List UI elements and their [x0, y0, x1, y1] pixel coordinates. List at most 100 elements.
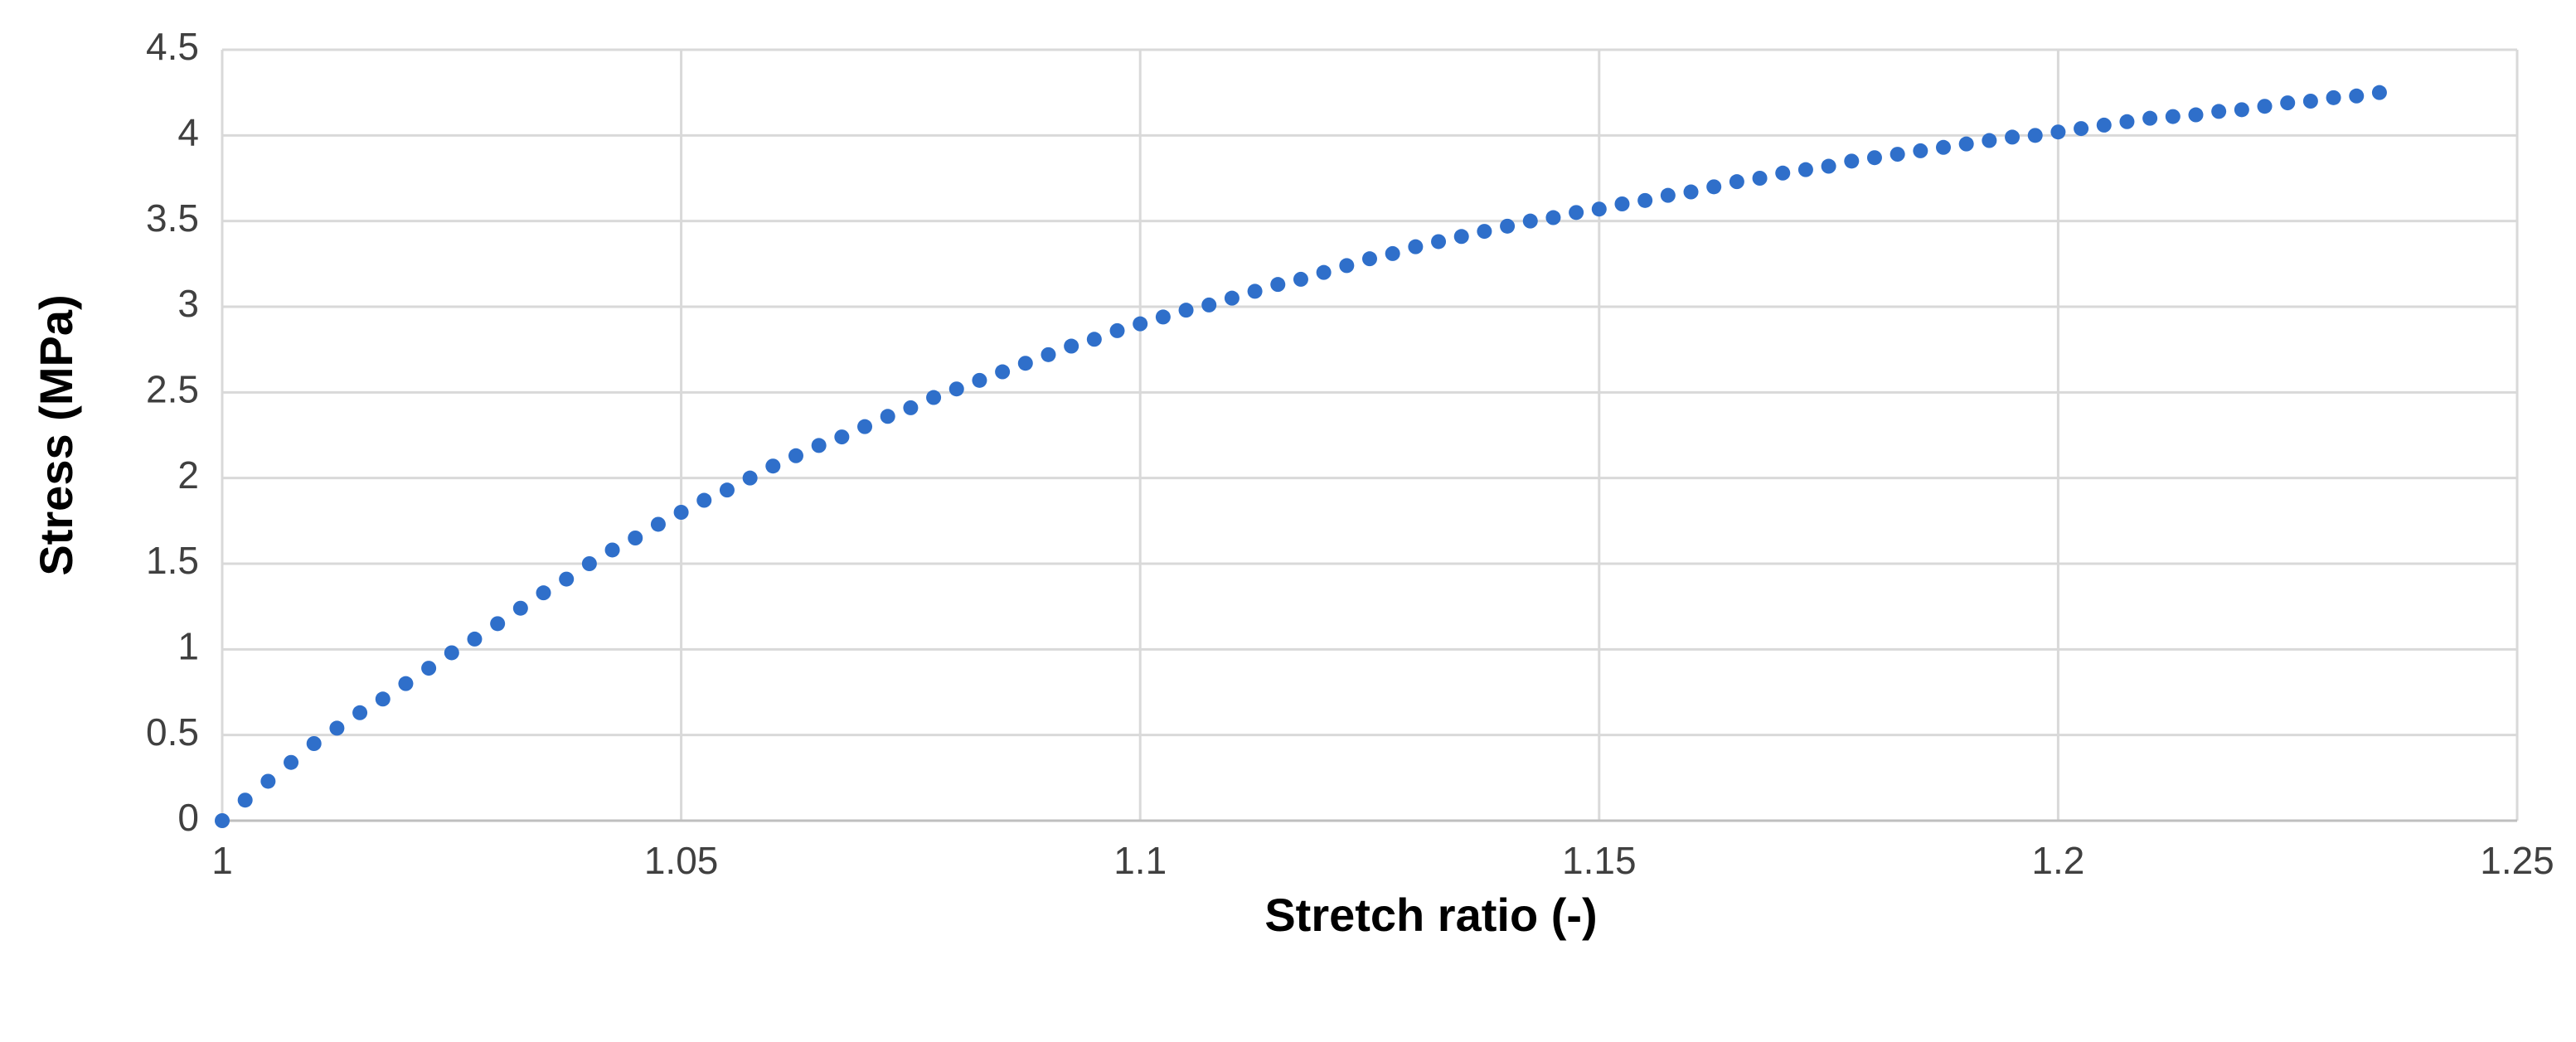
data-point	[398, 676, 414, 691]
data-point	[1339, 258, 1355, 274]
data-point	[1522, 213, 1538, 229]
data-point	[1109, 322, 1125, 338]
data-point	[1866, 150, 1882, 166]
data-point	[948, 381, 964, 397]
y-tick-label: 1	[177, 624, 199, 667]
data-point	[857, 419, 873, 434]
data-point	[2005, 129, 2021, 145]
data-point	[559, 571, 575, 587]
data-point	[765, 458, 781, 474]
data-point	[1660, 187, 1676, 203]
data-point	[1775, 165, 1791, 181]
data-point	[2280, 95, 2296, 111]
data-point	[512, 600, 528, 616]
data-point	[1545, 210, 1561, 225]
data-point	[2096, 117, 2112, 133]
x-tick-label: 1	[211, 839, 233, 882]
data-point	[2302, 94, 2318, 109]
data-point	[1270, 277, 1286, 293]
data-point	[490, 616, 506, 632]
data-point	[1408, 239, 1424, 254]
y-tick-label: 3	[177, 282, 199, 325]
data-point	[421, 661, 437, 676]
data-point	[1133, 316, 1148, 332]
data-point	[2119, 114, 2135, 129]
data-point	[1890, 147, 1905, 162]
data-point	[1385, 245, 1400, 261]
data-point	[2349, 88, 2365, 104]
x-tick-label: 1.2	[2031, 839, 2084, 882]
data-point	[1064, 338, 1079, 354]
y-tick-label: 4	[177, 110, 199, 153]
data-point	[2371, 85, 2387, 100]
x-tick-label: 1.15	[1562, 839, 1637, 882]
data-point	[1913, 143, 1928, 158]
data-point	[1041, 347, 1056, 362]
data-point	[284, 754, 299, 770]
x-tick-label: 1.1	[1113, 839, 1167, 882]
data-point	[1706, 179, 1722, 195]
data-point	[788, 448, 803, 463]
y-tick-label: 0.5	[146, 710, 199, 754]
data-point	[2326, 90, 2341, 105]
data-point	[1155, 309, 1171, 325]
y-tick-label: 0	[177, 796, 199, 839]
x-axis-title: Stretch ratio (-)	[1264, 889, 1597, 941]
x-tick-label: 1.25	[2480, 839, 2554, 882]
data-point	[2027, 128, 2043, 143]
data-point	[628, 531, 643, 545]
data-point	[2188, 107, 2204, 123]
data-point	[1683, 184, 1699, 200]
data-point	[880, 409, 895, 424]
data-point	[1453, 229, 1469, 245]
data-point	[1224, 290, 1239, 306]
data-point	[1982, 133, 1997, 148]
data-point	[1614, 196, 1630, 211]
data-point	[1017, 356, 1033, 371]
data-point	[1500, 218, 1516, 234]
data-point	[1178, 303, 1194, 318]
data-point	[995, 364, 1011, 380]
data-point	[2211, 104, 2227, 119]
data-point	[1936, 139, 1951, 155]
y-tick-label: 2	[177, 453, 199, 497]
data-point	[1821, 158, 1836, 174]
data-point	[352, 705, 368, 720]
data-point	[1247, 284, 1263, 299]
data-point	[1797, 162, 1813, 177]
data-point	[581, 556, 597, 571]
data-point	[719, 482, 735, 498]
data-point	[1637, 192, 1653, 208]
data-point	[1293, 271, 1308, 287]
data-point	[467, 631, 483, 647]
data-point	[1591, 201, 1607, 217]
data-point	[972, 372, 987, 388]
y-axis-title: Stress (MPa)	[30, 294, 82, 575]
x-tick-label: 1.05	[644, 839, 719, 882]
data-point	[1958, 136, 1974, 152]
data-point	[444, 645, 459, 661]
data-point	[1316, 264, 1332, 280]
data-point	[1431, 234, 1447, 250]
data-point	[2074, 121, 2089, 137]
data-point	[2257, 99, 2273, 114]
data-point	[696, 492, 712, 508]
data-point	[1844, 153, 1860, 169]
data-point	[1729, 174, 1744, 190]
data-point	[329, 720, 345, 736]
y-tick-label: 4.5	[146, 25, 199, 68]
data-point	[1752, 171, 1768, 186]
data-point	[926, 390, 942, 405]
data-point	[1477, 224, 1492, 240]
data-point	[650, 516, 666, 532]
data-point	[306, 736, 322, 751]
data-point	[2142, 110, 2158, 126]
data-point	[673, 505, 689, 520]
y-tick-label: 3.5	[146, 196, 199, 240]
data-point	[742, 470, 758, 486]
data-point	[260, 773, 276, 789]
data-point	[1201, 297, 1217, 313]
data-point	[215, 813, 230, 828]
